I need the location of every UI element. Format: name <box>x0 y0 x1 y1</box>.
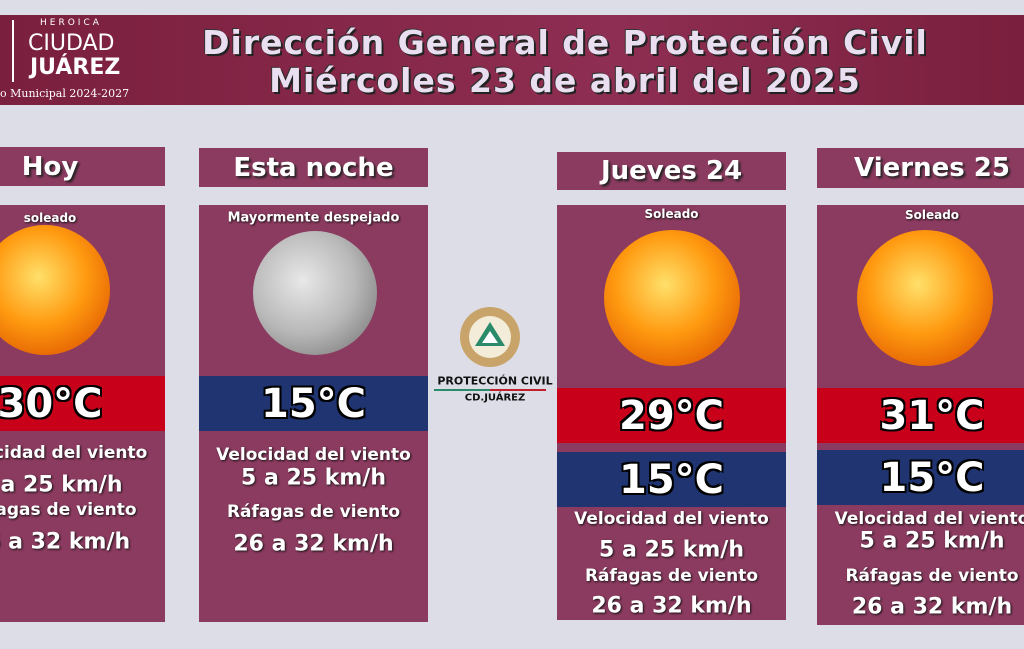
temperature: 15°C <box>199 376 428 431</box>
gust-label: Ráfagas de viento <box>845 566 1019 586</box>
gust-label: Ráfagas de viento <box>226 502 401 522</box>
sun-icon <box>857 230 993 366</box>
temperature: 15°C <box>557 452 786 507</box>
temperature: 31°C <box>817 388 1024 443</box>
wind: 5 a 25 km/h <box>599 537 744 563</box>
wind: 5 a 25 km/h <box>241 465 386 491</box>
brand-city: CIUDAD <box>28 31 115 56</box>
wind: 5 a 25 km/h <box>0 472 123 498</box>
condition: Soleado <box>644 207 699 221</box>
subtitle: Miércoles 23 de abril del 2025 <box>269 61 861 100</box>
logo-emblem <box>460 307 520 367</box>
gust-label: Ráfagas de viento <box>0 500 137 520</box>
day-title: Esta noche <box>199 148 428 187</box>
brand-period: o Municipal 2024-2027 <box>0 87 130 100</box>
day-title: Hoy <box>0 147 165 186</box>
brand-small: HEROICA <box>40 18 102 28</box>
brand-name: JUÁREZ <box>30 55 121 80</box>
wind-label: Velocidad del viento <box>574 509 769 529</box>
temperature: 15°C <box>817 450 1024 505</box>
condition: Mayormente despejado <box>227 210 400 226</box>
gust: 26 a 32 km/h <box>0 529 131 555</box>
title: Dirección General de Protección Civil <box>202 23 928 62</box>
wind-label: Velocidad del viento <box>216 445 411 465</box>
day-title: Jueves 24 <box>557 152 786 190</box>
moon-icon <box>253 231 377 355</box>
wind-label: Velocidad del viento <box>834 509 1024 529</box>
temperature: 29°C <box>557 388 786 443</box>
divider <box>12 20 14 82</box>
condition: soleado <box>23 211 77 225</box>
wind-label: Velocidad del viento <box>0 443 148 463</box>
condition: Soleado <box>904 208 960 222</box>
gust: 26 a 32 km/h <box>851 594 1013 620</box>
wind: 5 a 25 km/h <box>859 528 1005 554</box>
sun-icon <box>604 230 740 366</box>
logo-place: CD.JUÁREZ <box>464 392 526 404</box>
sun-icon <box>0 225 110 355</box>
gust: 26 a 32 km/h <box>591 593 752 619</box>
gust: 26 a 32 km/h <box>233 531 394 557</box>
temperature: 30°C <box>0 376 165 431</box>
logo-rule <box>434 389 546 391</box>
gust-label: Ráfagas de viento <box>584 566 759 586</box>
header-band: HEROICA CIUDAD JUÁREZ o Municipal 2024-2… <box>0 15 1024 105</box>
day-title: Viernes 25 <box>817 148 1024 188</box>
logo-name: PROTECCIÓN CIVIL <box>437 374 553 388</box>
